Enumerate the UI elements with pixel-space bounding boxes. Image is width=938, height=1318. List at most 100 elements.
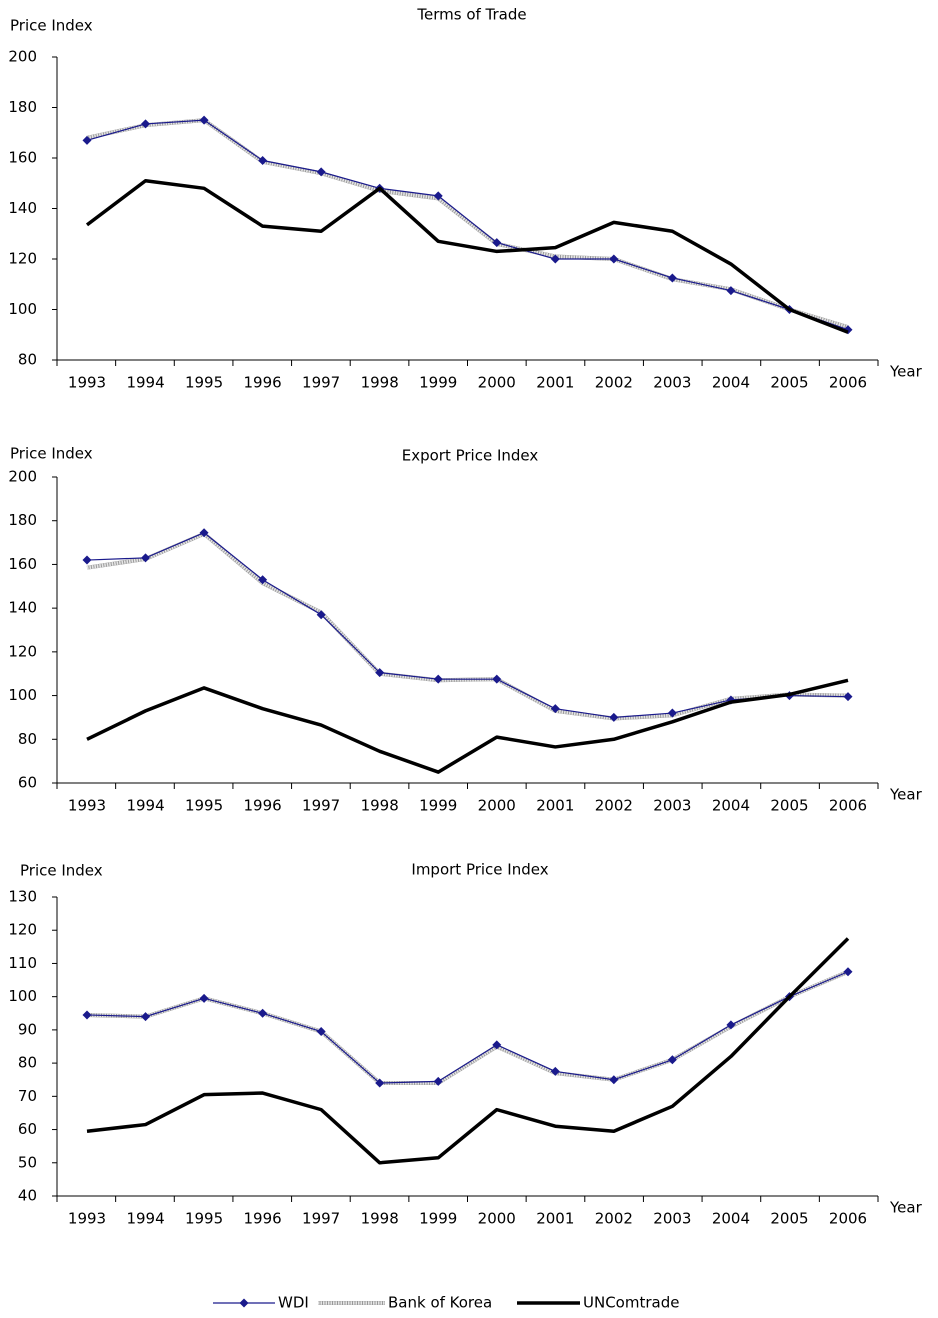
x-tick-label: 2001 [536, 374, 574, 392]
point-marker [375, 668, 385, 678]
point-marker [609, 712, 619, 722]
y-axis-label: Price Index [20, 862, 103, 880]
point-marker [550, 1066, 560, 1076]
point-marker [141, 553, 151, 563]
x-tick-label: 1997 [302, 374, 340, 392]
y-axis-label: Price Index [10, 17, 93, 35]
point-marker [316, 1027, 326, 1037]
y-tick-label: 120 [8, 642, 37, 660]
y-axis-label: Price Index [10, 445, 93, 463]
x-tick-label: 2005 [770, 797, 808, 815]
x-tick-label: 1994 [126, 1210, 164, 1228]
x-tick-label: 2006 [829, 374, 867, 392]
x-tick-label: 1998 [361, 1210, 399, 1228]
y-tick-label: 50 [18, 1153, 37, 1171]
point-marker [726, 286, 736, 296]
x-tick-label: 1996 [244, 797, 282, 815]
x-tick-label: 2006 [829, 1210, 867, 1228]
x-tick-label: 1995 [185, 374, 223, 392]
series-line [86, 970, 849, 1085]
series-line [86, 119, 849, 331]
x-tick-label: 2000 [478, 797, 516, 815]
point-marker [82, 135, 92, 145]
point-marker [667, 1055, 677, 1065]
x-tick-label: 2004 [712, 374, 750, 392]
x-tick-label: 2000 [478, 1210, 516, 1228]
point-marker [258, 156, 268, 166]
y-tick-label: 160 [8, 555, 37, 573]
point-marker [550, 704, 560, 714]
chart-title: Terms of Trade [416, 6, 526, 24]
x-tick-label: 2002 [595, 1210, 633, 1228]
point-marker [199, 115, 209, 125]
point-marker [141, 1012, 151, 1022]
x-tick-label: 1993 [68, 1210, 106, 1228]
legend-marker [239, 1298, 249, 1308]
x-axis-label: Year [889, 1199, 923, 1217]
x-tick-label: 1994 [126, 797, 164, 815]
y-tick-label: 100 [8, 987, 37, 1005]
point-marker [667, 273, 677, 283]
point-marker [492, 238, 502, 248]
x-tick-label: 1996 [244, 1210, 282, 1228]
y-tick-label: 180 [8, 511, 37, 529]
point-marker [199, 993, 209, 1003]
point-marker [492, 1040, 502, 1050]
y-tick-label: 130 [8, 888, 37, 906]
chart-title: Export Price Index [402, 447, 539, 465]
x-tick-label: 1999 [419, 374, 457, 392]
y-tick-label: 200 [8, 48, 37, 66]
x-tick-label: 2003 [653, 374, 691, 392]
point-marker [433, 191, 443, 201]
x-tick-label: 2002 [595, 797, 633, 815]
series-line [86, 937, 850, 1165]
chart-title: Import Price Index [411, 861, 548, 879]
point-marker [550, 254, 560, 264]
x-tick-label: 2005 [770, 374, 808, 392]
x-tick-label: 2005 [770, 1210, 808, 1228]
x-tick-label: 2004 [712, 1210, 750, 1228]
point-marker [82, 1010, 92, 1020]
x-tick-label: 1994 [126, 374, 164, 392]
x-tick-label: 2003 [653, 797, 691, 815]
point-marker [258, 1008, 268, 1018]
x-tick-label: 1998 [361, 374, 399, 392]
point-marker [316, 610, 326, 620]
y-tick-label: 80 [18, 351, 37, 369]
x-axis-label: Year [889, 363, 923, 381]
y-tick-label: 120 [8, 250, 37, 268]
x-tick-label: 1997 [302, 797, 340, 815]
y-tick-label: 140 [8, 199, 37, 217]
series-line [86, 971, 849, 1084]
point-marker [375, 1078, 385, 1088]
y-tick-label: 110 [8, 954, 37, 972]
y-tick-label: 160 [8, 149, 37, 167]
point-marker [492, 674, 502, 684]
series-line-outline [86, 969, 849, 1086]
y-tick-label: 40 [18, 1187, 37, 1205]
point-marker [199, 528, 209, 538]
x-tick-label: 2001 [536, 797, 574, 815]
y-tick-label: 120 [8, 921, 37, 939]
y-tick-label: 100 [8, 300, 37, 318]
point-marker [433, 674, 443, 684]
point-marker [843, 692, 853, 702]
legend-label: WDI [278, 1294, 309, 1312]
y-tick-label: 60 [18, 1120, 37, 1138]
x-tick-label: 1997 [302, 1210, 340, 1228]
point-marker [609, 1075, 619, 1085]
x-tick-label: 1993 [68, 797, 106, 815]
point-marker [609, 254, 619, 264]
legend-label: Bank of Korea [388, 1294, 492, 1312]
y-tick-label: 80 [18, 730, 37, 748]
point-marker [141, 119, 151, 129]
point-marker [667, 708, 677, 718]
legend-label: UNComtrade [583, 1294, 679, 1312]
y-tick-label: 100 [8, 686, 37, 704]
x-tick-label: 2006 [829, 797, 867, 815]
x-tick-label: 1993 [68, 374, 106, 392]
y-tick-label: 90 [18, 1020, 37, 1038]
y-tick-label: 140 [8, 599, 37, 617]
series-line [86, 532, 849, 719]
